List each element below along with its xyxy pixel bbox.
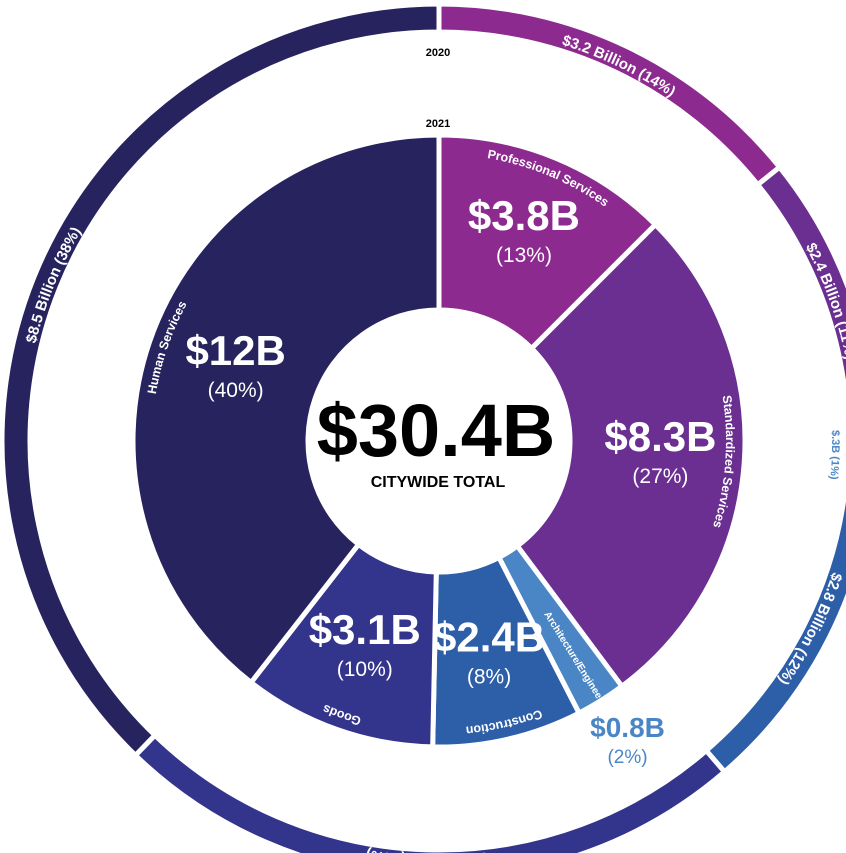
outer-segment-label: $.3B (1%)	[827, 430, 841, 480]
percent-label: (13%)	[496, 244, 552, 267]
total-value: $30.4B	[317, 389, 556, 472]
percent-label: (10%)	[337, 658, 393, 681]
percent-label: (40%)	[208, 379, 264, 402]
value-label: $8.3B	[604, 413, 716, 460]
outer-segment	[754, 163, 846, 441]
value-label: $2.4B	[433, 613, 545, 660]
outer-segment	[0, 1, 442, 759]
value-label: $0.8B	[590, 712, 665, 743]
value-label: $3.1B	[309, 606, 421, 653]
percent-label: (2%)	[607, 747, 647, 768]
inner-segment	[436, 132, 659, 352]
percent-label: (27%)	[632, 465, 688, 488]
inner-segment	[247, 540, 439, 750]
percent-label: (8%)	[467, 665, 511, 688]
inner-segment	[513, 221, 748, 690]
ring-year-label: 2020	[426, 47, 450, 59]
inner-segment	[130, 132, 442, 686]
value-label: $12B	[185, 327, 285, 374]
value-label: $3.8B	[468, 192, 580, 239]
ring-year-label: 2021	[426, 118, 450, 130]
outer-segment-label-path: $.3B (1%)	[827, 430, 841, 480]
total-caption: CITYWIDE TOTAL	[371, 474, 506, 491]
